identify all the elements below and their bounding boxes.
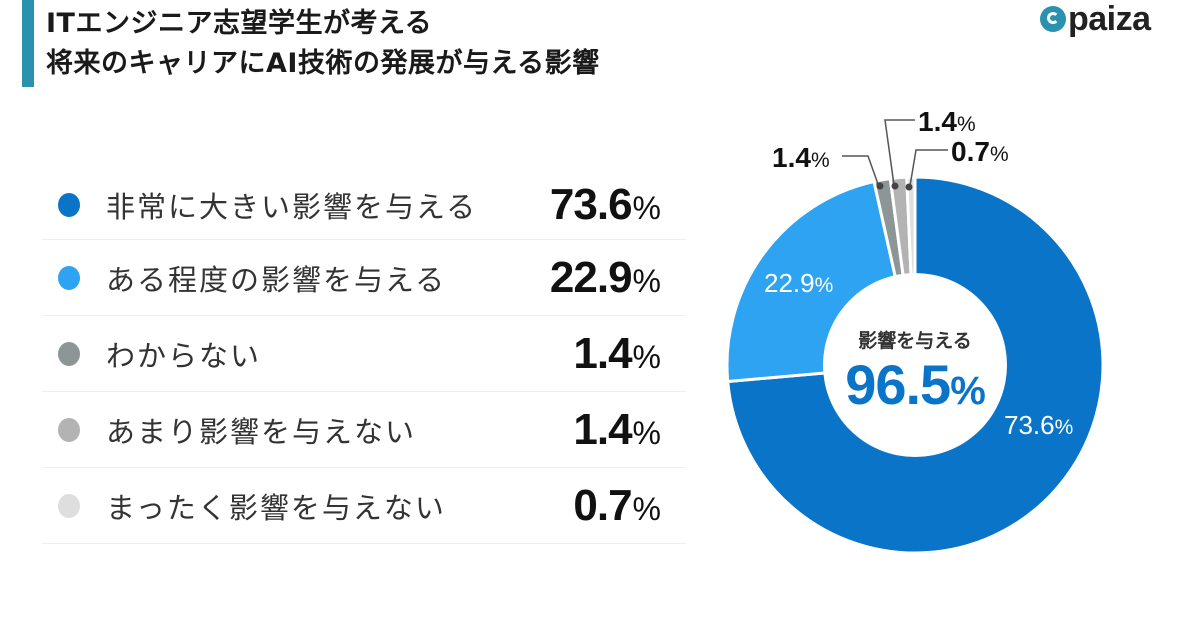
legend-item: あまり影響を与えない 1.4%	[42, 392, 686, 468]
center-label: 影響を与える	[858, 330, 972, 352]
center-value: 96.5%	[845, 353, 986, 416]
legend-value: 1.4%	[573, 404, 661, 454]
legend-value: 0.7%	[573, 480, 661, 530]
slice-label-22-9: 22.9%	[764, 268, 834, 298]
legend-dot-icon	[58, 265, 80, 290]
callout-amari: 1.4%	[918, 106, 976, 137]
legend-item: ある程度の影響を与える 22.9%	[42, 240, 686, 316]
legend-item: わからない 1.4%	[42, 316, 686, 392]
legend-value: 1.4%	[573, 328, 661, 378]
title-line-2: 将来のキャリアにAI技術の発展が与える影響	[46, 48, 600, 79]
slice-label-73-6: 73.6%	[1004, 410, 1074, 440]
legend-item: まったく影響を与えない 0.7%	[42, 468, 686, 544]
title-line-1: ITエンジニア志望学生が考える	[46, 8, 433, 39]
paiza-logo: paiza	[1040, 2, 1151, 36]
legend-label: ある程度の影響を与える	[106, 262, 447, 297]
donut-chart: 1.4% 1.4% 0.7% 22.9% 73.6% 影響を与える 96.5%	[720, 100, 1140, 580]
legend-dot-icon	[58, 192, 80, 217]
legend-label: まったく影響を与えない	[106, 490, 446, 525]
leader-lines	[842, 119, 948, 187]
legend-dot-icon	[58, 417, 80, 442]
leader-dots	[876, 182, 913, 191]
callout-wakaranai: 1.4%	[772, 142, 830, 173]
paiza-logo-icon	[1040, 6, 1066, 32]
legend-label: あまり影響を与えない	[106, 414, 417, 449]
callout-mattaku: 0.7%	[951, 136, 1009, 167]
legend: 非常に大きい影響を与える 73.6% ある程度の影響を与える 22.9% わから…	[42, 170, 686, 544]
title-accent-bar	[22, 0, 34, 87]
legend-label: 非常に大きい影響を与える	[106, 189, 478, 224]
legend-item: 非常に大きい影響を与える 73.6%	[42, 170, 686, 240]
donut-hole	[823, 273, 1007, 457]
page-title: ITエンジニア志望学生が考える 将来のキャリアにAI技術の発展が与える影響	[46, 4, 600, 84]
legend-value: 22.9%	[549, 252, 661, 302]
legend-value: 73.6%	[549, 179, 661, 229]
legend-label: わからない	[106, 338, 262, 373]
logo-text: paiza	[1068, 0, 1151, 38]
legend-dot-icon	[58, 493, 80, 518]
donut-svg	[725, 119, 1105, 555]
legend-dot-icon	[58, 341, 80, 366]
